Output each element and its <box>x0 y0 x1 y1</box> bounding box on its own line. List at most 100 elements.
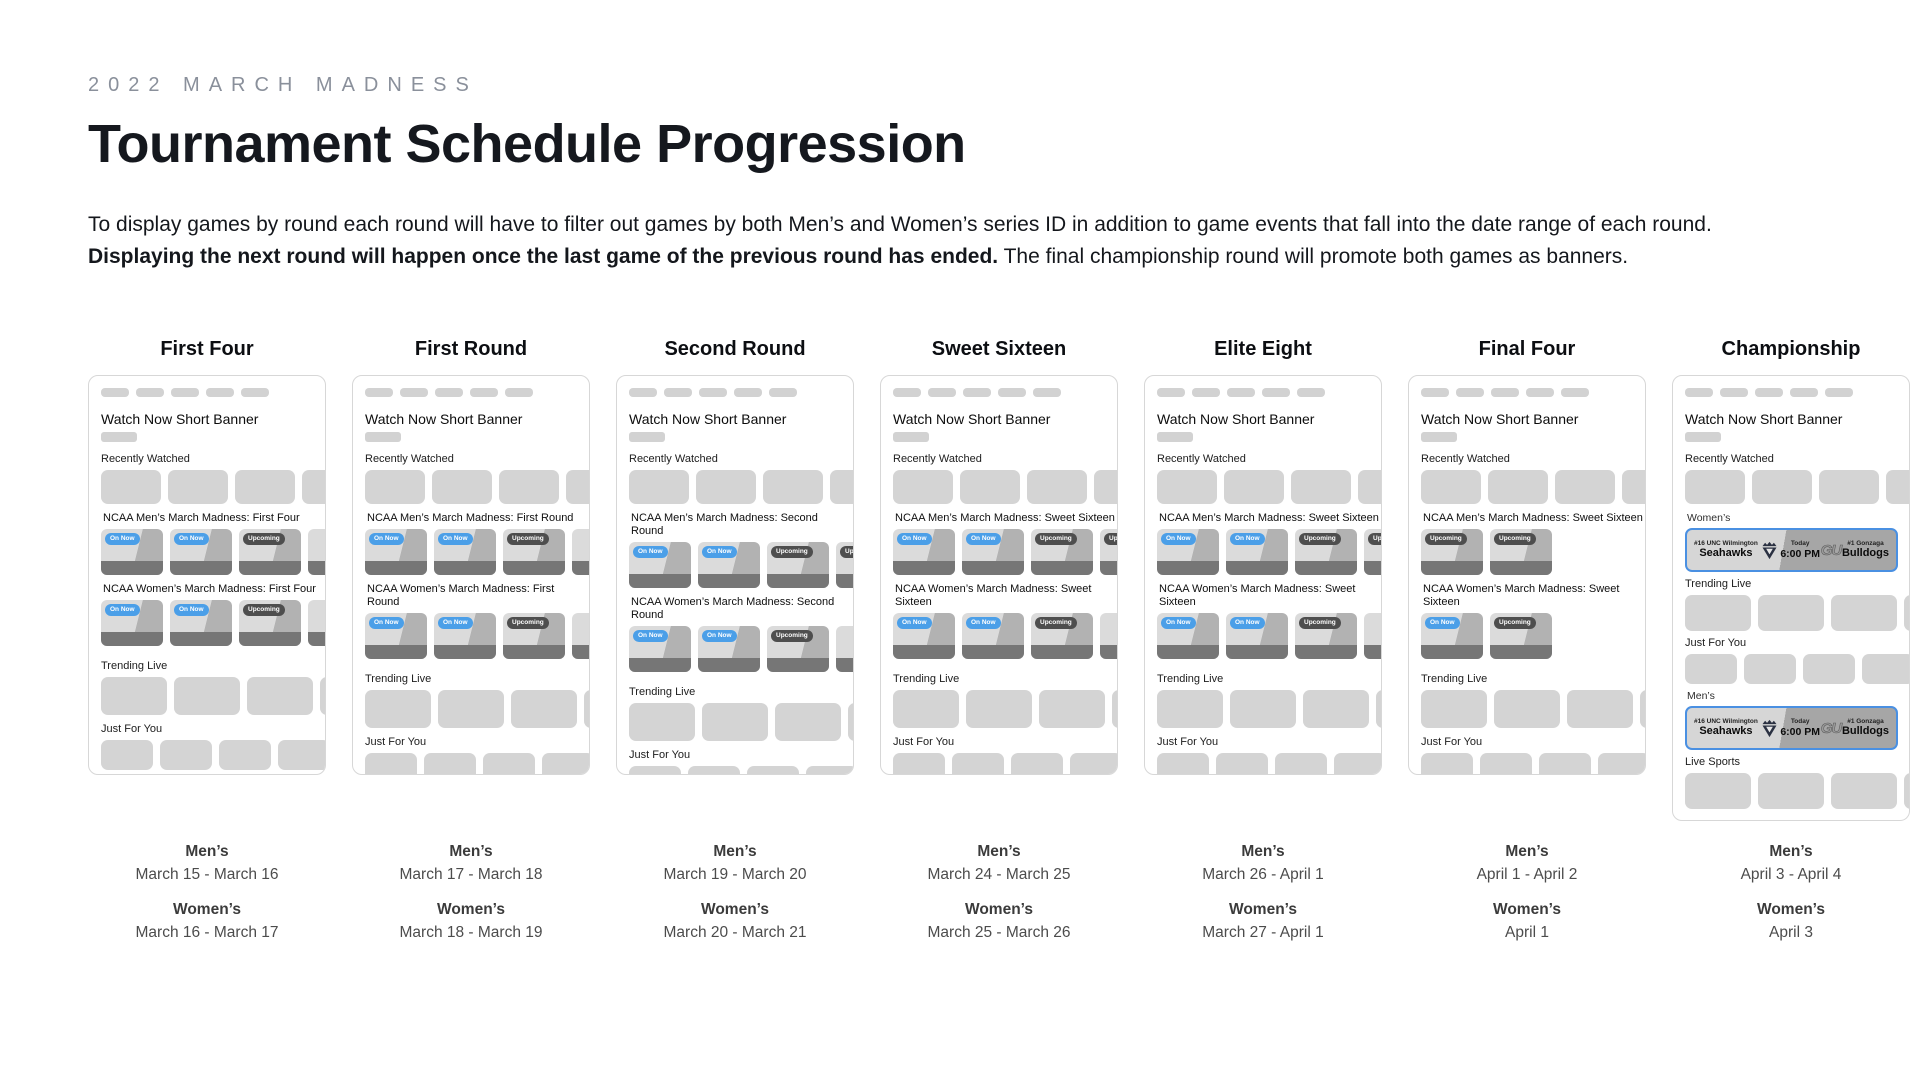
placeholder-tile <box>1886 470 1909 504</box>
design-doc-page: 2022 MARCH MADNESS Tournament Schedule P… <box>88 74 1910 959</box>
womens-dates-label: Women’s <box>964 901 1034 918</box>
womens-dates-label: Women’s <box>700 901 770 918</box>
womens-games-row: On Now On Now Upcoming <box>1157 613 1381 659</box>
placeholder-tile <box>1224 470 1284 504</box>
game-tile-thumbnail: Upcoming <box>767 626 829 672</box>
tile-metadata-bar <box>1031 645 1093 659</box>
trending-live-label: Trending Live <box>365 673 432 685</box>
womens-date-range: March 16 - March 17 <box>135 924 279 941</box>
upcoming-badge: Upcoming <box>1368 533 1381 545</box>
game-tile-thumbnail: Upcoming <box>836 542 853 588</box>
placeholder-tile <box>893 690 959 728</box>
placeholder-tile <box>1752 470 1812 504</box>
placeholder-tile <box>848 703 853 741</box>
mock-screen-slot: Watch Now Short Banner Recently Watched NC… <box>1408 375 1646 821</box>
round-title: Championship <box>1721 338 1861 360</box>
mens-date-range: April 3 - April 4 <box>1740 866 1842 883</box>
intro-text-bold: Displaying the next round will happen on… <box>88 244 999 268</box>
nav-pill <box>963 388 991 397</box>
tile-metadata-bar <box>1100 645 1117 659</box>
mock-app-screen: Watch Now Short Banner Recently Watched Wo… <box>1672 375 1910 821</box>
mens-dates-group: Men’s March 26 - April 1 <box>1144 843 1382 884</box>
on-now-badge: On Now <box>966 533 1001 545</box>
on-now-badge: On Now <box>897 617 932 629</box>
home-team-name: Bulldogs <box>1841 725 1889 738</box>
home-team-rank: #1 Gonzaga <box>1847 717 1884 725</box>
placeholder-tile <box>247 677 313 715</box>
upcoming-badge: Upcoming <box>771 546 813 558</box>
live-sports-label: Live Sports <box>1685 756 1741 768</box>
game-tile-thumbnail: On Now <box>101 529 163 575</box>
mock-screen-slot: Watch Now Short Banner Recently Watched NC… <box>880 375 1118 821</box>
watch-now-banner-label: Watch Now Short Banner <box>893 411 1051 427</box>
round-dates: Men’s March 17 - March 18 Women’s March 18 … <box>352 843 590 942</box>
nav-pill <box>206 388 234 397</box>
placeholder-tile <box>1831 773 1897 809</box>
on-now-badge: On Now <box>174 533 209 545</box>
placeholder-tile <box>1758 773 1824 809</box>
home-team-rank: #1 Gonzaga <box>1847 539 1884 547</box>
tile-metadata-bar <box>503 561 565 575</box>
round-column-first-four: First Four Watch Now Short Banner Recently… <box>88 338 326 959</box>
game-tile-thumbnail: On Now <box>698 626 760 672</box>
recently-watched-row <box>101 470 325 504</box>
round-column-championship: Championship Watch Now Short Banner Recent… <box>1672 338 1910 959</box>
nav-pills-row <box>101 388 325 397</box>
placeholder-tile <box>365 690 431 728</box>
mock-screen-slot: Watch Now Short Banner Recently Watched NC… <box>616 375 854 821</box>
away-team-name: Seahawks <box>1699 547 1753 560</box>
placeholder-tile <box>235 470 295 504</box>
round-column-elite-eight: Elite Eight Watch Now Short Banner Recentl… <box>1144 338 1382 959</box>
tile-metadata-bar <box>629 574 691 588</box>
game-tile-thumbnail <box>1364 613 1381 659</box>
just-for-you-row <box>365 753 589 774</box>
round-dates: Men’s April 1 - April 2 Women’s April 1 <box>1408 843 1646 942</box>
mens-date-range: March 19 - March 20 <box>663 866 807 883</box>
placeholder-tile <box>101 677 167 715</box>
placeholder-tile <box>747 766 799 774</box>
home-team: #1 Gonzaga Bulldogs <box>1842 540 1889 560</box>
nav-pill <box>1825 388 1853 397</box>
womens-date-range: March 25 - March 26 <box>927 924 1071 941</box>
round-dates: Men’s March 19 - March 20 Women’s March 20 … <box>616 843 854 942</box>
round-dates: Men’s March 26 - April 1 Women’s March 27 -… <box>1144 843 1382 942</box>
banner-placeholder-pill <box>365 432 401 442</box>
mens-dates-label: Men’s <box>185 843 229 860</box>
placeholder-tile <box>499 470 559 504</box>
upcoming-badge: Upcoming <box>1494 617 1536 629</box>
on-now-badge: On Now <box>702 630 737 642</box>
womens-banner-label: Women’s <box>1687 512 1731 524</box>
placeholder-tile <box>174 677 240 715</box>
nav-pill <box>1157 388 1185 397</box>
womens-dates-label: Women’s <box>172 901 242 918</box>
upcoming-badge: Upcoming <box>243 604 285 616</box>
tile-metadata-bar <box>365 561 427 575</box>
mens-dates-label: Men’s <box>1241 843 1285 860</box>
placeholder-tile <box>688 766 740 774</box>
championship-game-banner: #16 UNC Wilmington Seahawks Today 6:00 PM GU… <box>1685 528 1898 572</box>
on-now-badge: On Now <box>438 533 473 545</box>
watch-now-banner-label: Watch Now Short Banner <box>1421 411 1579 427</box>
round-column-final-four: Final Four Watch Now Short Banner Recently… <box>1408 338 1646 959</box>
game-tile-thumbnail: On Now <box>1421 613 1483 659</box>
just-for-you-row <box>1685 654 1909 684</box>
nav-pill <box>1297 388 1325 397</box>
tile-metadata-bar <box>1490 561 1552 575</box>
game-tile-thumbnail: On Now <box>629 626 691 672</box>
nav-pills-row <box>1685 388 1909 397</box>
nav-pill <box>1227 388 1255 397</box>
placeholder-tile <box>952 753 1004 774</box>
womens-date-range: March 18 - March 19 <box>399 924 543 941</box>
mens-dates-group: Men’s March 24 - March 25 <box>880 843 1118 884</box>
mens-games-row: On Now On Now Upcoming Upcoming <box>893 529 1117 575</box>
nav-pill <box>365 388 393 397</box>
tile-metadata-bar <box>962 561 1024 575</box>
tile-metadata-bar <box>1490 645 1552 659</box>
placeholder-tile <box>542 753 589 774</box>
placeholder-tile <box>432 470 492 504</box>
just-for-you-label: Just For You <box>1685 637 1747 649</box>
game-tile-thumbnail: Upcoming <box>1490 529 1552 575</box>
tile-metadata-bar <box>434 561 496 575</box>
womens-dates-group: Women’s March 25 - March 26 <box>880 901 1118 942</box>
placeholder-tile <box>365 470 425 504</box>
